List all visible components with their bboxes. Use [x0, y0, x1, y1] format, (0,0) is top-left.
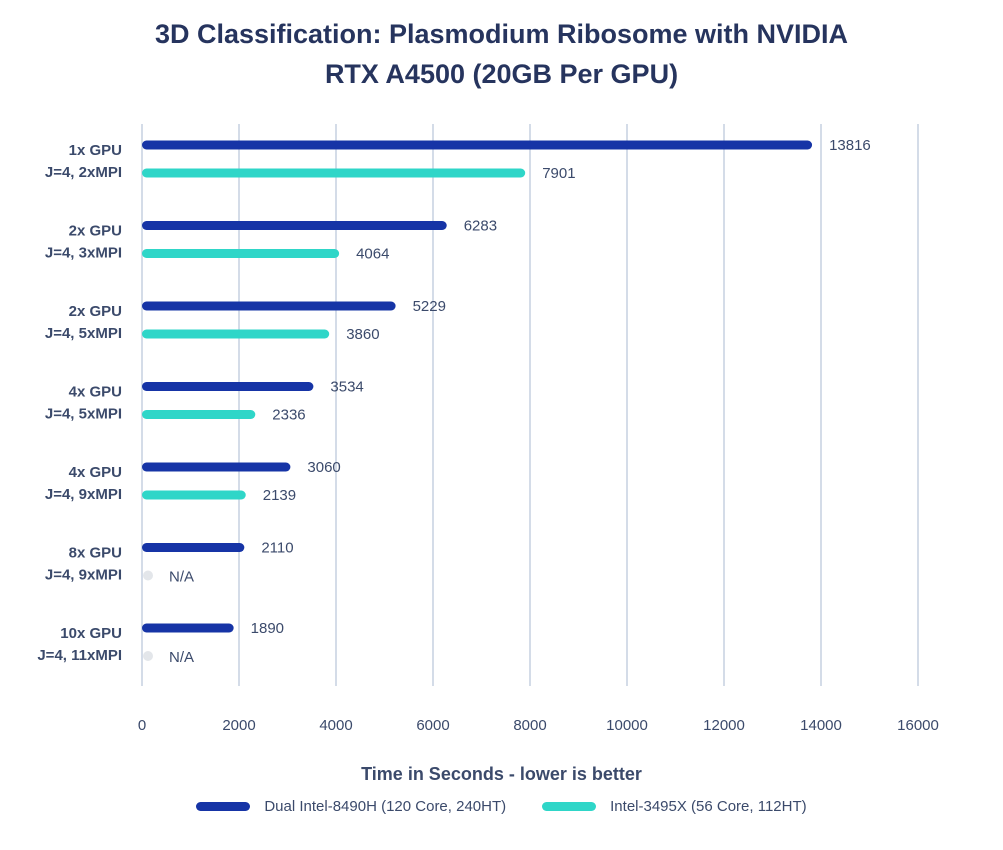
x-tick-label-4: 8000 [513, 717, 546, 734]
na-marker-s2-5 [143, 570, 153, 581]
legend-item-series-2: Intel-3495X (56 Core, 112HT) [542, 798, 807, 815]
category-label-5-0: 8x GPU [69, 545, 122, 562]
category-label-3-0: 4x GPU [69, 384, 122, 401]
legend: Dual Intel-8490H (120 Core, 240HT) Intel… [0, 798, 1003, 815]
data-label-s1-5: 2110 [261, 540, 293, 557]
x-tick-label-6: 12000 [703, 717, 745, 734]
x-tick-label-0: 0 [138, 717, 146, 734]
category-label-2-0: 2x GPU [69, 303, 122, 320]
legend-label-series-2: Intel-3495X (56 Core, 112HT) [610, 798, 807, 815]
data-label-s2-4: 2139 [263, 487, 296, 504]
na-label-s2-6: N/A [169, 649, 194, 666]
data-label-s2-3: 2336 [272, 407, 305, 424]
category-label-2-1: J=4, 5xMPI [45, 325, 122, 342]
category-label-0-0: 1x GPU [69, 142, 122, 159]
x-tick-label-5: 10000 [606, 717, 648, 734]
legend-swatch-series-2 [542, 802, 597, 811]
data-label-s2-1: 4064 [356, 246, 389, 263]
category-label-4-0: 4x GPU [69, 464, 122, 481]
category-label-1-1: J=4, 3xMPI [45, 245, 122, 262]
x-tick-label-3: 6000 [416, 717, 449, 734]
legend-item-series-1: Dual Intel-8490H (120 Core, 240HT) [196, 798, 506, 815]
data-label-s2-0: 7901 [542, 165, 575, 182]
x-tick-label-2: 4000 [319, 717, 352, 734]
category-label-1-0: 2x GPU [69, 223, 122, 240]
x-axis-label: Time in Seconds - lower is better [361, 764, 642, 784]
x-tick-label-8: 16000 [897, 717, 939, 734]
category-label-0-1: J=4, 2xMPI [45, 164, 122, 181]
data-label-s1-3: 3534 [330, 379, 363, 396]
na-marker-s2-6 [143, 651, 153, 661]
category-label-4-1: J=4, 9xMPI [45, 486, 122, 503]
legend-swatch-series-1 [196, 802, 251, 811]
data-label-s1-1: 6283 [464, 218, 497, 235]
data-label-s1-2: 5229 [413, 298, 446, 315]
chart-title: 3D Classification: Plasmodium Ribosome w… [0, 14, 1003, 94]
data-label-s2-2: 3860 [346, 326, 379, 343]
x-tick-label-7: 14000 [800, 717, 842, 734]
data-label-s1-4: 3060 [307, 459, 340, 476]
category-label-6-0: 10x GPU [60, 625, 122, 642]
legend-label-series-1: Dual Intel-8490H (120 Core, 240HT) [264, 798, 507, 815]
na-label-s2-5: N/A [169, 569, 194, 586]
data-label-s1-0: 13816 [829, 137, 871, 154]
category-label-6-1: J=4, 11xMPI [37, 647, 122, 664]
chart-title-line-2: RTX A4500 (20GB Per GPU) [324, 59, 679, 89]
x-tick-label-1: 2000 [222, 717, 255, 734]
bar-chart: 0 2000 4000 6000 8000 10000 12000 14000 16000 1x … [37, 124, 939, 734]
category-label-3-1: J=4, 5xMPI [45, 406, 122, 423]
chart-title-line-1: 3D Classification: Plasmodium Ribosome w… [154, 19, 849, 49]
data-label-s1-6: 1890 [251, 620, 284, 637]
category-label-5-1: J=4, 9xMPI [45, 567, 122, 584]
